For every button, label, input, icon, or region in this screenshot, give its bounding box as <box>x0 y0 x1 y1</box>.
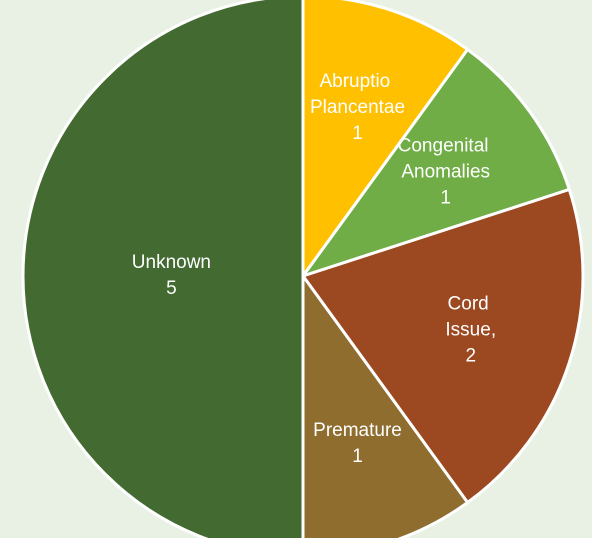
slice-label: Congenital Anomalies 1 <box>398 135 494 208</box>
category-label: Premature <box>313 420 402 441</box>
slice-label: Cord Issue, 2 <box>445 294 496 367</box>
pie-slice <box>301 271 470 538</box>
category-label: Congenital Anomalies <box>398 135 494 182</box>
value-label: 1 <box>352 123 363 144</box>
slice-label: Premature 1 <box>313 420 402 467</box>
category-label: Unknown <box>132 252 211 273</box>
value-label: 5 <box>166 278 177 299</box>
category-label: Abruptio Plancentae <box>310 71 405 118</box>
pie-slice <box>300 187 585 505</box>
slice-label: Abruptio Plancentae 1 <box>310 71 405 144</box>
value-label: 2 <box>465 346 476 367</box>
pie-slice <box>301 0 470 281</box>
pie-slice <box>21 0 305 538</box>
pie-slice <box>299 47 572 279</box>
value-label: 1 <box>440 187 451 208</box>
category-label: Cord Issue, <box>445 294 496 341</box>
value-label: 1 <box>352 446 363 467</box>
slice-label: Unknown 5 <box>132 252 211 299</box>
